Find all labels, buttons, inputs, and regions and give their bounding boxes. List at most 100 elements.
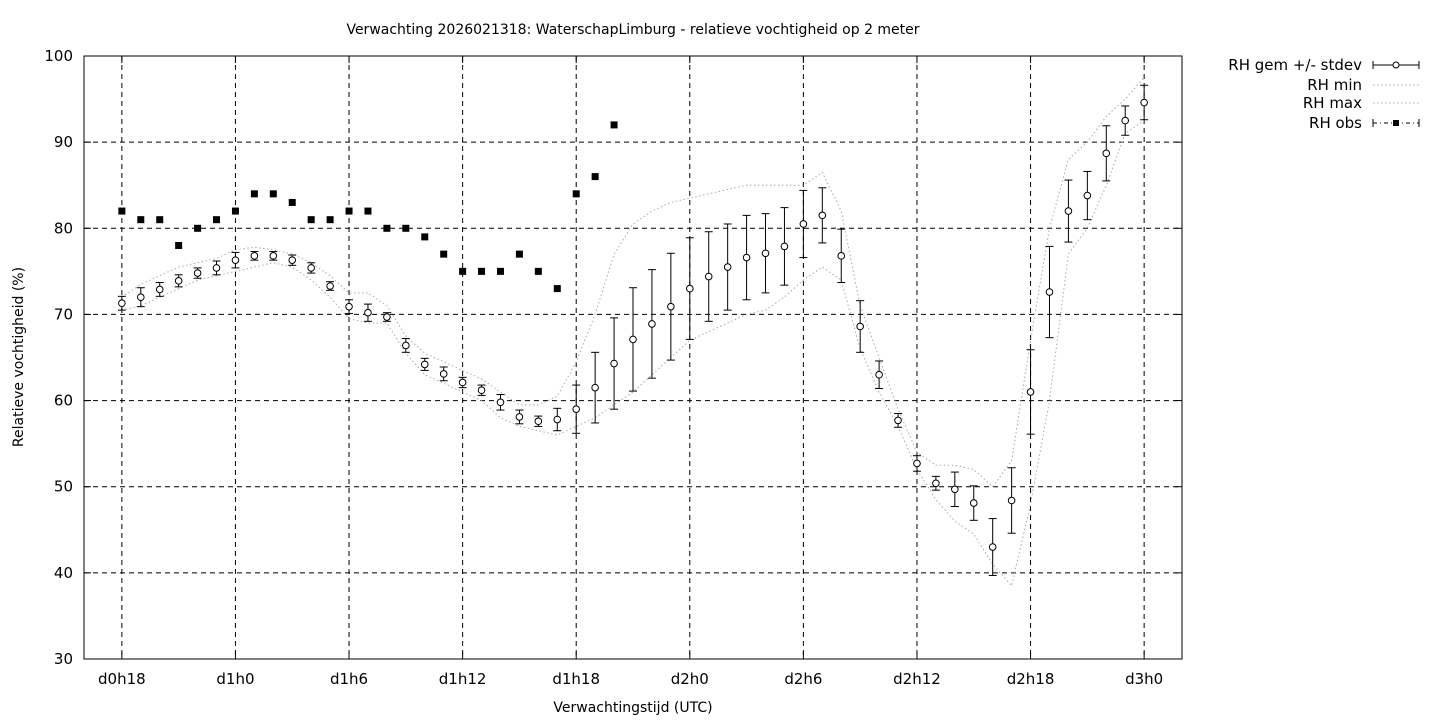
y-tick-label: 60: [54, 392, 73, 410]
rh-mean-marker: [856, 322, 864, 331]
rh-mean-marker: [383, 313, 391, 321]
rh-mean-marker: [1083, 191, 1092, 200]
rh-mean-marker: [723, 263, 732, 271]
x-tick-label: d2h18: [1007, 670, 1055, 688]
x-tick-label: d1h12: [439, 670, 487, 688]
rh-mean-marker: [307, 264, 315, 272]
rh-mean-marker: [799, 220, 808, 228]
rh-mean-marker: [648, 320, 656, 328]
rh-mean-marker: [250, 252, 259, 260]
rh-mean-point: [515, 409, 524, 425]
rh-mean-point: [458, 376, 467, 389]
rh-mean-marker: [458, 378, 467, 387]
rh-mean-point: [477, 384, 486, 396]
rh-mean-point: [988, 518, 997, 576]
rh-obs-marker: [175, 242, 183, 250]
rh-mean-point: [629, 287, 637, 392]
rh-obs-marker: [156, 216, 164, 224]
x-tick-label: d1h0: [216, 670, 254, 688]
rh-mean-marker: [837, 252, 846, 260]
rh-mean-point: [856, 300, 865, 353]
rh-mean-point: [496, 394, 505, 411]
legend-label: RH obs: [1309, 114, 1362, 132]
y-tick-label: 70: [54, 305, 73, 323]
rh-mean-marker: [894, 416, 902, 425]
rh-mean-point: [1140, 84, 1149, 121]
rh-mean-point: [136, 287, 145, 308]
rh-obs-marker: [269, 190, 277, 198]
y-tick-label: 80: [54, 219, 73, 237]
rh-obs-marker: [572, 190, 580, 198]
rh-mean-marker: [704, 272, 713, 281]
rh-mean-marker: [118, 299, 126, 308]
rh-mean-point: [420, 357, 429, 371]
rh-mean-marker: [685, 284, 694, 293]
rh-mean-point: [704, 231, 713, 322]
x-tick-label: d2h12: [893, 670, 941, 688]
rh-obs-marker: [231, 207, 239, 215]
y-tick-label: 90: [54, 133, 73, 151]
rh-max-line: [121, 77, 1145, 488]
rh-mean-point: [1102, 125, 1111, 182]
rh-mean-point: [193, 267, 202, 279]
rh-mean-marker: [629, 335, 637, 344]
x-tick-label: d0h18: [98, 670, 146, 688]
rh-mean-point: [1121, 105, 1130, 136]
rh-mean-point: [326, 281, 335, 291]
rh-mean-point: [647, 269, 656, 379]
rh-obs-marker: [496, 267, 504, 275]
rh-mean-point: [799, 189, 808, 259]
rh-mean-marker: [667, 302, 675, 311]
rh-mean-point: [269, 251, 278, 261]
rh-obs-marker: [421, 233, 429, 241]
rh-obs-marker: [478, 267, 486, 275]
rh-mean-point: [723, 223, 732, 311]
rh-mean-point: [761, 213, 770, 294]
rh-mean-point: [1026, 349, 1035, 435]
rh-mean-marker: [402, 341, 410, 350]
rh-mean-point: [572, 384, 581, 434]
rh-mean-marker: [1064, 207, 1073, 215]
legend-marker-obs: [1393, 120, 1399, 126]
rh-mean-marker: [326, 282, 334, 290]
rh-obs-marker: [137, 216, 145, 224]
rh-mean-marker: [780, 242, 789, 251]
plot-frame: [83, 55, 1183, 660]
y-tick-label: 100: [44, 47, 73, 65]
rh-mean-point: [610, 317, 619, 410]
rh-mean-point: [666, 252, 675, 361]
rh-mean-point: [875, 360, 884, 390]
x-tick-label: d1h6: [330, 670, 368, 688]
rh-mean-point: [155, 282, 164, 297]
rh-mean-marker: [534, 417, 543, 426]
rh-mean-point: [837, 228, 846, 284]
rh-mean-point: [212, 260, 221, 276]
mean-errorbars: [117, 84, 1149, 576]
rh-mean-point: [534, 415, 543, 427]
x-tick-label: d2h6: [784, 670, 822, 688]
rh-mean-point: [1083, 170, 1092, 221]
rh-mean-point: [894, 412, 903, 428]
rh-mean-marker: [951, 485, 959, 494]
rh-obs-marker: [364, 207, 372, 215]
rh-mean-point: [1064, 179, 1073, 243]
rh-mean-point: [363, 303, 372, 322]
rh-mean-marker: [591, 383, 599, 392]
y-tick-label: 30: [54, 650, 73, 668]
rh-mean-marker: [269, 252, 278, 260]
rh-mean-marker: [231, 256, 240, 264]
rh-mean-marker: [515, 413, 524, 421]
legend-label: RH gem +/- stdev: [1228, 56, 1362, 74]
rh-mean-marker: [345, 302, 353, 311]
rh-mean-point: [382, 312, 391, 322]
rh-obs-marker: [402, 224, 410, 232]
rh-mean-point: [401, 338, 410, 353]
rh-obs-marker: [459, 267, 467, 275]
x-tick-label: d2h0: [671, 670, 709, 688]
rh-mean-point: [931, 475, 940, 491]
rh-mean-marker: [875, 370, 883, 379]
axis-ticks: d0h18 d1h0 d1h6 d1h12 d1h18 d2h0 d2h6 d2h12 d2h1…: [44, 47, 1182, 688]
rh-obs-marker: [326, 216, 334, 224]
rh-mean-marker: [364, 308, 372, 317]
